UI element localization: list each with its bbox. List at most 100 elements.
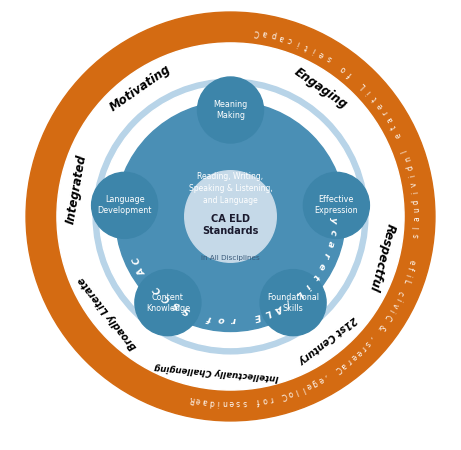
Text: Intellectually Challenging: Intellectually Challenging [154, 363, 279, 382]
Text: e: e [375, 101, 385, 110]
Text: e: e [305, 381, 313, 391]
Text: L: L [294, 288, 304, 299]
Text: e: e [316, 374, 325, 385]
Text: s: s [236, 398, 240, 407]
Text: C: C [383, 312, 393, 321]
Text: i: i [311, 45, 317, 54]
Text: p: p [270, 30, 277, 40]
Text: Content
Knowledge: Content Knowledge [146, 292, 190, 313]
Text: C: C [161, 292, 172, 303]
Text: i: i [387, 307, 396, 314]
Text: i: i [408, 174, 417, 178]
Text: in All Disciplines: in All Disciplines [201, 255, 260, 261]
Text: o: o [339, 63, 348, 73]
Text: s: s [242, 398, 247, 407]
Text: a: a [338, 360, 348, 370]
Text: ,: , [323, 372, 330, 381]
Text: a: a [202, 396, 208, 406]
Text: i: i [303, 281, 312, 290]
Text: y: y [329, 217, 338, 223]
Circle shape [116, 102, 345, 332]
Text: L: L [358, 81, 368, 90]
Text: e: e [393, 131, 403, 139]
Text: ,: , [368, 334, 376, 342]
Circle shape [135, 270, 201, 336]
Text: C: C [253, 27, 260, 37]
Text: u: u [412, 207, 421, 212]
Text: f: f [405, 266, 414, 270]
Text: f: f [256, 396, 260, 405]
Text: i: i [403, 272, 412, 277]
Text: Meaning
Making: Meaning Making [213, 100, 248, 120]
Text: Motivating: Motivating [108, 63, 174, 114]
Text: Respectful: Respectful [366, 221, 397, 292]
Text: I: I [400, 148, 409, 153]
Text: f: f [207, 313, 213, 322]
Text: a: a [278, 32, 285, 42]
Text: E: E [253, 311, 261, 321]
Text: L: L [264, 307, 273, 318]
Text: o: o [218, 315, 225, 324]
Text: n: n [222, 398, 227, 407]
Text: i: i [393, 296, 402, 302]
Circle shape [303, 172, 369, 238]
Text: d: d [405, 164, 415, 171]
Text: i: i [411, 191, 420, 194]
Circle shape [92, 172, 158, 238]
Circle shape [26, 12, 435, 421]
Text: /: / [285, 297, 293, 306]
Text: A: A [137, 265, 148, 276]
Text: l: l [412, 226, 421, 229]
Text: e: e [349, 352, 358, 362]
Text: Engaging: Engaging [291, 65, 349, 111]
Circle shape [185, 171, 276, 262]
Text: s: s [363, 338, 372, 347]
Text: R: R [188, 394, 195, 404]
Text: S: S [182, 305, 192, 315]
Text: o: o [287, 388, 294, 398]
Text: g: g [311, 378, 319, 388]
Text: r: r [231, 315, 236, 324]
Text: v: v [409, 181, 419, 187]
Text: Foundational
Skills: Foundational Skills [267, 292, 319, 313]
Text: a: a [412, 216, 421, 221]
Text: Broadly Literate: Broadly Literate [76, 274, 138, 351]
Text: e: e [229, 398, 234, 407]
Text: c: c [287, 35, 294, 45]
Text: C: C [131, 255, 142, 265]
Text: r: r [268, 394, 273, 403]
Text: l: l [294, 386, 299, 396]
Text: e: e [354, 347, 363, 357]
Text: Integrated: Integrated [64, 153, 89, 225]
Text: Effective
Expression: Effective Expression [314, 195, 358, 216]
Text: t: t [370, 94, 379, 103]
Text: l: l [300, 384, 306, 393]
Text: S: S [171, 299, 182, 310]
Text: t: t [310, 272, 320, 280]
Text: n: n [403, 155, 413, 162]
Text: o: o [261, 395, 267, 405]
Text: Language
Development: Language Development [97, 195, 152, 216]
Text: d: d [412, 198, 421, 204]
Text: v: v [390, 301, 400, 309]
Text: C: C [333, 364, 343, 374]
Text: c: c [328, 229, 337, 235]
Text: A: A [274, 302, 284, 313]
Text: L: L [401, 277, 410, 284]
Text: e: e [318, 49, 326, 59]
Circle shape [100, 86, 361, 347]
Text: a: a [325, 239, 335, 248]
Text: i: i [365, 88, 373, 96]
Text: e: e [316, 261, 327, 271]
Text: CA ELD
Standards: CA ELD Standards [202, 214, 259, 236]
Text: r: r [380, 108, 390, 116]
Text: a: a [262, 28, 268, 38]
Text: i: i [217, 398, 219, 407]
Text: s: s [411, 234, 420, 239]
Text: r: r [321, 251, 331, 259]
Text: C: C [152, 284, 163, 295]
Text: C: C [280, 390, 288, 400]
Circle shape [93, 79, 368, 354]
Text: s: s [325, 54, 333, 63]
Text: 21st Century: 21st Century [296, 314, 358, 365]
